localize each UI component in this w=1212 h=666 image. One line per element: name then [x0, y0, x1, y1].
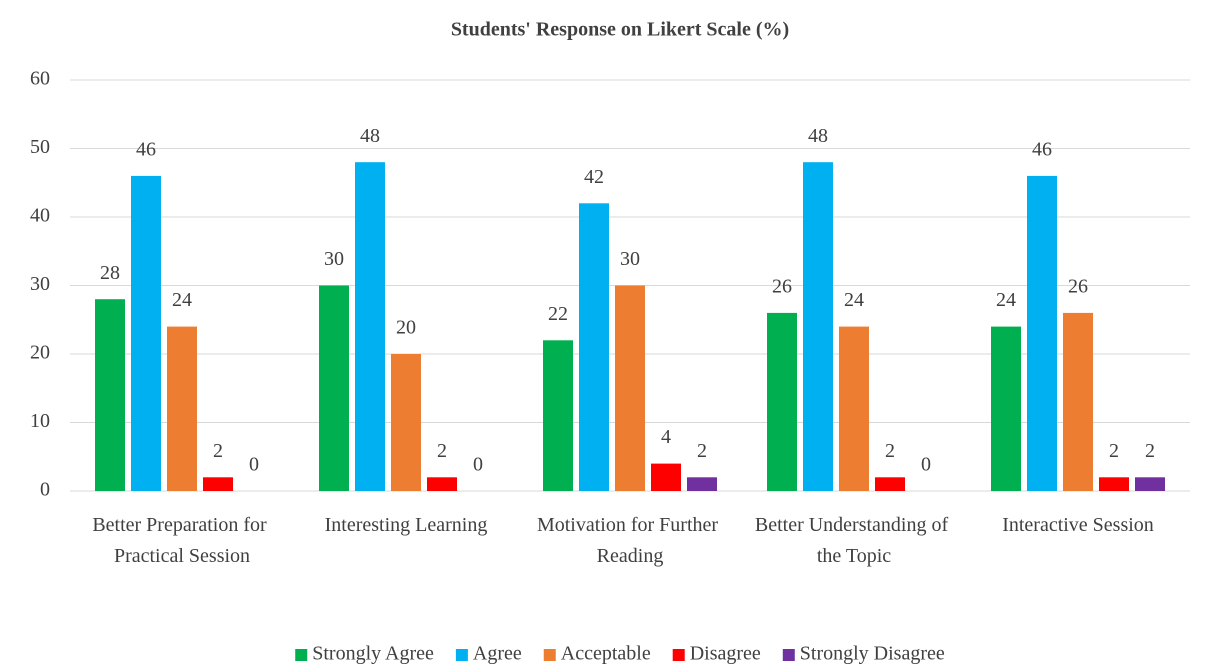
bar — [615, 285, 645, 491]
data-label: 2 — [437, 440, 447, 462]
y-tick-label: 0 — [40, 479, 50, 501]
legend-swatch — [672, 649, 685, 661]
data-label: 24 — [844, 289, 864, 311]
y-tick-label: 50 — [30, 136, 50, 158]
bar — [651, 463, 681, 491]
data-label: 20 — [396, 317, 416, 339]
bar — [95, 299, 125, 491]
bar — [319, 285, 349, 491]
legend-label: Strongly Agree — [312, 643, 434, 665]
data-label: 2 — [1109, 440, 1119, 462]
bar — [391, 354, 421, 491]
bar — [167, 326, 197, 491]
bar — [1099, 477, 1129, 491]
y-tick-label: 30 — [30, 273, 50, 295]
bar — [687, 477, 717, 491]
y-tick-label: 20 — [30, 342, 50, 364]
data-label: 2 — [1145, 440, 1155, 462]
legend-label: Acceptable — [561, 643, 651, 665]
legend-swatch — [295, 649, 308, 661]
data-label: 26 — [1068, 275, 1088, 297]
bar — [875, 477, 905, 491]
data-label: 28 — [100, 262, 120, 284]
data-label: 48 — [360, 125, 380, 147]
legend-label: Disagree — [690, 643, 761, 665]
data-label: 46 — [136, 138, 156, 160]
chart-title: Students' Response on Likert Scale (%) — [451, 19, 789, 41]
y-tick-label: 60 — [30, 68, 50, 90]
bar — [427, 477, 457, 491]
x-tick-label: Motivation for Further Reading — [537, 514, 723, 567]
legend-label: Agree — [473, 643, 522, 665]
bar — [355, 162, 385, 491]
bar — [1027, 175, 1057, 491]
data-label: 46 — [1032, 138, 1052, 160]
bar — [579, 203, 609, 492]
bar — [767, 312, 797, 491]
bar — [839, 326, 869, 491]
data-label: 0 — [249, 454, 259, 476]
data-label: 2 — [213, 440, 223, 462]
legend-label: Strongly Disagree — [800, 643, 945, 665]
data-label: 30 — [620, 248, 640, 270]
bar — [131, 175, 161, 491]
x-tick-label: Interesting Learning — [325, 514, 488, 536]
data-label: 48 — [808, 125, 828, 147]
data-label: 4 — [661, 426, 671, 448]
data-label: 22 — [548, 303, 568, 325]
legend-swatch — [455, 649, 468, 661]
bar — [203, 477, 233, 491]
data-label: 0 — [921, 454, 931, 476]
legend-swatch — [782, 649, 795, 661]
bar — [991, 326, 1021, 491]
x-tick-label: Better Preparation for Practical Session — [92, 514, 271, 567]
bar — [1063, 312, 1093, 491]
bar — [803, 162, 833, 491]
bar — [543, 340, 573, 491]
data-label: 24 — [172, 289, 192, 311]
data-label: 26 — [772, 275, 792, 297]
data-label: 30 — [324, 248, 344, 270]
data-label: 24 — [996, 289, 1016, 311]
y-tick-label: 40 — [30, 205, 50, 227]
legend-swatch — [543, 649, 556, 661]
data-label: 2 — [697, 440, 707, 462]
data-label: 2 — [885, 440, 895, 462]
y-tick-label: 10 — [30, 410, 50, 432]
x-tick-label: Better Understanding of the Topic — [755, 514, 953, 567]
x-tick-label: Interactive Session — [1002, 514, 1154, 536]
data-label: 42 — [584, 166, 604, 188]
bar — [1135, 477, 1165, 491]
data-label: 0 — [473, 454, 483, 476]
